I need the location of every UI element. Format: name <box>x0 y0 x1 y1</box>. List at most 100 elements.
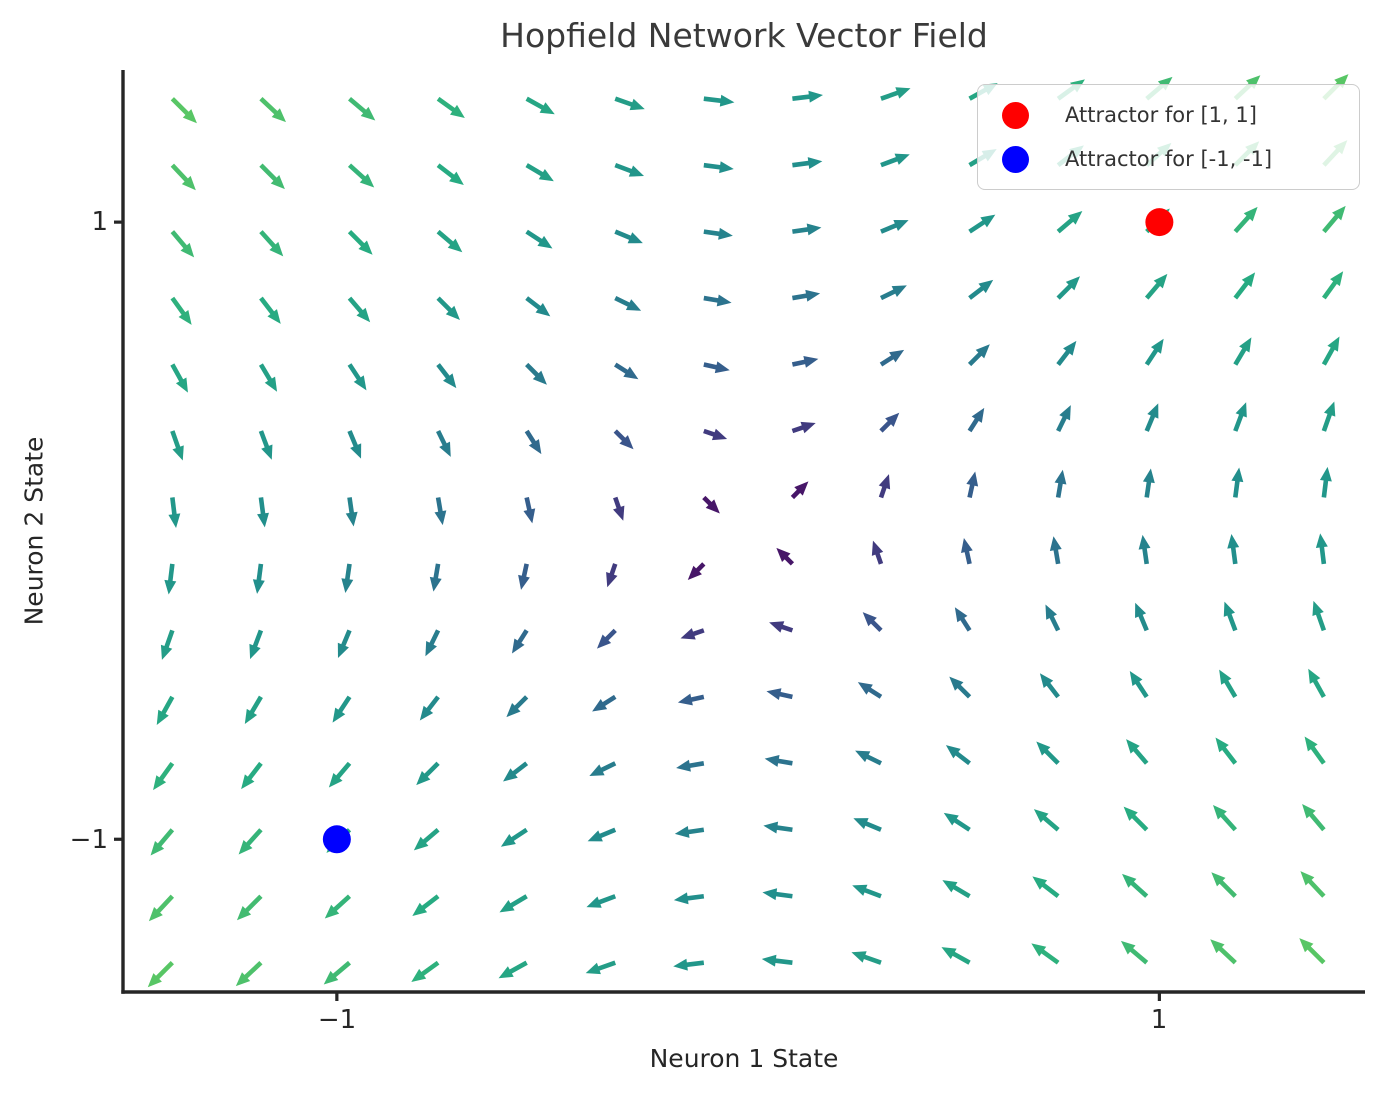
quiver-arrow-shaft <box>792 94 812 101</box>
quiver-arrow-shaft <box>347 430 359 449</box>
quiver-arrow-head <box>269 241 284 257</box>
quiver-arrow-shaft <box>252 629 264 649</box>
quiver-arrow-shaft <box>774 825 793 833</box>
quiver-arrow-shaft <box>337 695 352 714</box>
quiver-arrow-head <box>800 421 816 434</box>
quiver-arrow-head <box>411 968 427 982</box>
quiver-arrow-head <box>244 708 258 725</box>
quiver-arrow-head <box>718 227 733 240</box>
quiver-arrow-shaft <box>525 229 544 244</box>
quiver-arrow-shaft <box>433 563 441 581</box>
quiver-arrow-shaft <box>509 827 528 843</box>
quiver-arrow-shaft <box>423 761 440 779</box>
quiver-arrow-head <box>1215 737 1229 753</box>
quiver-arrow-shaft <box>614 96 635 108</box>
quiver-arrow-head <box>1032 876 1048 890</box>
quiver-arrow-head <box>156 709 169 725</box>
quiver-arrow-shaft <box>1233 479 1240 498</box>
quiver-arrow-head <box>1246 75 1261 90</box>
quiver-arrow-shaft <box>259 97 279 116</box>
quiver-arrow-head <box>1241 272 1256 288</box>
quiver-arrow-shaft <box>347 363 362 382</box>
quiver-arrow-shaft <box>1233 214 1252 234</box>
quiver-arrow-head <box>341 578 354 593</box>
quiver-arrow-shaft <box>614 163 634 174</box>
quiver-arrow-shaft <box>866 686 883 699</box>
quiver-arrow-shaft <box>347 497 355 515</box>
quiver-arrow-shaft <box>170 497 177 517</box>
quiver-arrow-head <box>449 171 464 185</box>
quiver-arrow-shaft <box>879 354 896 367</box>
x-tick-label-plus-1: 1 <box>1150 1005 1168 1035</box>
quiver-arrow-head <box>978 279 994 294</box>
quiver-arrow-head <box>714 361 730 374</box>
quiver-arrow-head <box>498 966 514 979</box>
quiver-arrow-head <box>261 444 273 460</box>
quiver-arrow-shaft <box>614 362 630 375</box>
quiver-arrow-shaft <box>774 891 793 899</box>
quiver-arrow-head <box>235 972 251 987</box>
quiver-arrow-shaft <box>1137 612 1149 632</box>
quiver-arrow-shaft <box>950 950 971 965</box>
quiver-arrow-head <box>1120 940 1136 955</box>
quiver-arrow-head <box>182 109 197 124</box>
x-axis-label: Neuron 1 State <box>649 1044 839 1073</box>
quiver-arrow-head <box>252 579 265 594</box>
quiver-arrow-shaft <box>689 694 705 703</box>
quiver-arrow-head <box>1126 739 1140 754</box>
quiver-arrow-shaft <box>425 695 440 713</box>
quiver-arrow-shaft <box>1045 681 1060 699</box>
quiver-arrow-shaft <box>348 96 368 115</box>
quiver-arrow-shaft <box>1048 614 1061 632</box>
quiver-arrow-head <box>596 634 612 649</box>
quiver-arrow-head <box>518 574 530 590</box>
quiver-arrow-head <box>711 428 728 441</box>
quiver-arrow-head <box>889 349 905 363</box>
quiver-arrow-shaft <box>259 163 279 183</box>
quiver-arrow-shaft <box>703 229 722 237</box>
quiver-arrow-head <box>961 537 973 553</box>
y-tick-label-plus-1: 1 <box>91 207 108 237</box>
quiver-arrow-head <box>1235 402 1247 418</box>
quiver-arrow-shaft <box>163 629 175 650</box>
legend-entry-label: Attractor for [-1, -1] <box>1065 147 1273 171</box>
quiver-arrow-head <box>954 607 968 623</box>
quiver-arrow-head <box>1142 468 1155 484</box>
quiver-arrow-shaft <box>1233 280 1250 300</box>
quiver-arrow-head <box>776 547 791 563</box>
quiver-arrow-head <box>807 157 823 170</box>
quiver-arrow-head <box>532 370 547 385</box>
quiver-arrow-head <box>353 375 367 391</box>
quiver-arrow-head <box>808 90 823 103</box>
quiver-arrow-head <box>1150 338 1164 354</box>
quiver-arrow-head <box>1065 276 1080 291</box>
quiver-arrow-head <box>1153 273 1168 289</box>
quiver-arrow-shaft <box>1233 412 1245 432</box>
quiver-arrow-shaft <box>155 894 175 915</box>
quiver-arrow-head <box>238 840 253 855</box>
quiver-arrow-shaft <box>436 296 454 314</box>
x-tick-label-minus-1: −1 <box>317 1005 357 1035</box>
quiver-arrow-shaft <box>1223 678 1238 699</box>
quiver-arrow-shaft <box>597 827 617 839</box>
quiver-arrow-head <box>766 688 782 701</box>
quiver-arrow-head <box>172 445 184 461</box>
quiver-arrow-head <box>264 376 278 392</box>
quiver-arrow-shaft <box>1056 283 1074 300</box>
quiver-arrow-shaft <box>1056 414 1068 433</box>
quiver-arrow-head <box>719 94 735 107</box>
quiver-arrow-shaft <box>686 827 705 835</box>
quiver-arrow-head <box>356 307 371 323</box>
quiver-arrow-shaft <box>259 230 277 249</box>
quiver-arrow-shaft <box>258 363 273 383</box>
quiver-arrow-shaft <box>684 960 705 968</box>
quiver-arrow-head <box>1300 871 1315 886</box>
quiver-arrow-shaft <box>1055 481 1064 498</box>
quiver-arrow-head <box>894 153 910 165</box>
quiver-arrow-shaft <box>599 761 617 773</box>
quiver-arrow-shaft <box>879 419 893 433</box>
quiver-arrow-shaft <box>1040 881 1060 899</box>
quiver-arrow-shaft <box>1132 746 1149 765</box>
quiver-arrow-shaft <box>507 960 528 975</box>
quiver-arrow-head <box>943 812 959 826</box>
